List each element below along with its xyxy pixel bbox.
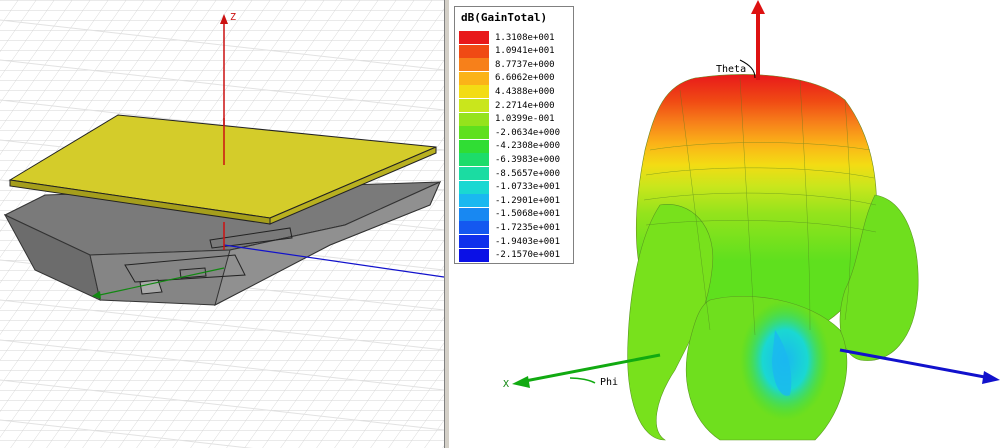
feed-line — [124, 254, 246, 283]
legend-swatch — [459, 71, 489, 85]
legend-row: 1.0941e+001 — [459, 44, 555, 58]
feed-slot — [179, 267, 207, 279]
legend-value: 1.0941e+001 — [495, 46, 555, 57]
legend-swatch — [459, 112, 489, 126]
legend-row: 8.7737e+000 — [459, 58, 555, 72]
pattern-canvas[interactable]: Theta X Phi — [450, 0, 1000, 448]
legend-row: -1.5068e+001 — [459, 207, 561, 221]
phi-arc — [569, 377, 596, 384]
legend-value: -1.7235e+001 — [495, 222, 561, 233]
x-axis-label: X — [503, 379, 509, 390]
feed-stub — [209, 227, 293, 249]
x-axis — [94, 267, 225, 297]
y-axis — [839, 348, 991, 380]
legend-row: -1.9403e+001 — [459, 235, 560, 248]
legend-swatch — [459, 58, 489, 72]
legend-row: -4.2308e+000 — [459, 139, 561, 153]
x-axis-arrow — [512, 376, 530, 388]
theta-arc — [739, 59, 756, 79]
left-lobe — [627, 204, 714, 441]
legend-value: -6.3983e+000 — [495, 154, 561, 165]
z-axis-arrow — [220, 14, 228, 24]
pattern-facets — [643, 77, 877, 336]
legend-row: -1.7235e+001 — [459, 221, 561, 235]
legend-swatch — [459, 139, 489, 153]
legend-swatch — [459, 85, 489, 99]
legend-swatch — [459, 180, 489, 194]
connector — [139, 279, 163, 295]
legend-value: 2.2714e+000 — [495, 100, 555, 111]
legend-value: 1.3108e+001 — [495, 32, 555, 43]
legend-value: 1.0399e-001 — [495, 114, 555, 125]
legend-swatch — [459, 207, 489, 221]
legend-value: -1.9403e+001 — [495, 236, 561, 247]
z-axis-arrow — [751, 0, 765, 14]
legend-swatch — [459, 153, 489, 167]
legend-value: 6.6062e+000 — [495, 73, 555, 84]
legend-row: -1.2901e+001 — [459, 194, 561, 208]
legend-swatch — [459, 99, 489, 112]
x-axis-arrow — [92, 291, 101, 299]
legend-swatch — [459, 235, 489, 248]
legend-value: 4.4388e+000 — [495, 86, 555, 97]
legend-row: -2.1570e+001 — [459, 248, 561, 262]
y-axis — [223, 244, 444, 278]
legend-row: 6.6062e+000 — [459, 71, 555, 85]
legend-row: 1.0399e-001 — [459, 112, 555, 126]
geometry-viewport[interactable]: Z — [0, 0, 444, 448]
null-core — [772, 330, 792, 396]
legend-row: -6.3983e+000 — [459, 153, 561, 167]
legend-swatch — [459, 221, 489, 235]
right-lobe — [839, 194, 919, 361]
legend-swatch — [459, 167, 489, 180]
legend-swatch — [459, 31, 489, 44]
pattern-viewport[interactable]: Theta X Phi dB(GainTotal) 1.3108e+001 1.0… — [450, 0, 1000, 448]
legend-swatch — [459, 126, 489, 140]
legend-row: 4.4388e+000 — [459, 85, 555, 99]
legend-row: 1.3108e+001 — [459, 31, 555, 44]
legend-title: dB(GainTotal) — [461, 11, 548, 24]
legend-row: 2.2714e+000 — [459, 99, 555, 112]
legend-row: -1.0733e+001 — [459, 180, 561, 194]
ground-plane-right-wall — [214, 181, 441, 306]
legend-row: -8.5657e+000 — [459, 167, 560, 180]
legend-swatch — [459, 44, 489, 58]
legend-swatch — [459, 194, 489, 208]
legend-value: -1.0733e+001 — [495, 182, 561, 193]
legend-value: 8.7737e+000 — [495, 59, 555, 70]
view-splitter[interactable] — [444, 0, 450, 448]
legend-value: -2.1570e+001 — [495, 250, 561, 261]
y-axis-arrow — [982, 371, 1000, 384]
legend-value: -2.0634e+000 — [495, 127, 561, 138]
legend-value: -1.5068e+001 — [495, 209, 561, 220]
legend-value: -4.2308e+000 — [495, 141, 561, 152]
z-axis-label: Z — [230, 12, 236, 23]
legend-row: -2.0634e+000 — [459, 126, 561, 140]
x-axis — [519, 353, 661, 384]
legend-value: -8.5657e+000 — [495, 168, 561, 179]
legend-value: -1.2901e+001 — [495, 195, 561, 206]
patch-side-edge — [269, 146, 437, 225]
geometry-canvas[interactable]: Z — [0, 0, 444, 448]
theta-label: Theta — [716, 64, 746, 75]
gain-legend[interactable]: dB(GainTotal) 1.3108e+001 1.0941e+001 8.77… — [454, 6, 574, 264]
phi-label: Phi — [600, 377, 618, 388]
legend-swatch — [459, 248, 489, 262]
